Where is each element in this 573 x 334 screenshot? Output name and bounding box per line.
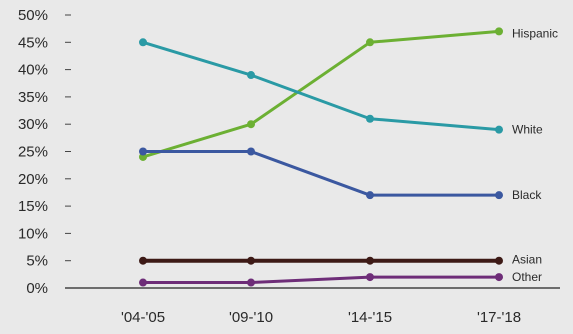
data-point-other (247, 279, 255, 287)
y-tick-label: 50% (18, 7, 48, 24)
data-point-white (247, 71, 255, 79)
series-label-hispanic: Hispanic (512, 26, 558, 40)
x-tick-label: '04-'05 (121, 309, 165, 326)
x-tick-label: '14-'15 (348, 309, 392, 326)
series-label-other: Other (512, 270, 542, 284)
y-tick-label: 20% (18, 171, 48, 188)
data-point-black (139, 148, 147, 156)
y-tick-label: 35% (18, 89, 48, 106)
data-point-white (139, 38, 147, 46)
data-point-hispanic (366, 38, 374, 46)
series-label-asian: Asian (512, 253, 542, 267)
y-tick-label: 15% (18, 198, 48, 215)
data-point-asian (247, 257, 255, 265)
series-label-white: White (512, 123, 543, 137)
data-point-black (247, 148, 255, 156)
data-point-white (495, 126, 503, 134)
data-point-black (495, 191, 503, 199)
data-point-white (366, 115, 374, 123)
series-label-black: Black (512, 188, 542, 202)
data-point-hispanic (247, 120, 255, 128)
data-point-black (366, 191, 374, 199)
data-point-asian (495, 257, 503, 265)
y-tick-label: 25% (18, 144, 48, 161)
data-point-asian (366, 257, 374, 265)
y-tick-label: 0% (26, 280, 48, 297)
y-tick-label: 5% (26, 253, 48, 270)
data-point-other (139, 279, 147, 287)
x-tick-label: '09-'10 (229, 309, 273, 326)
y-tick-label: 30% (18, 116, 48, 133)
y-tick-label: 10% (18, 225, 48, 242)
data-point-other (366, 273, 374, 281)
data-point-hispanic (495, 27, 503, 35)
data-point-other (495, 273, 503, 281)
x-tick-label: '17-'18 (477, 309, 521, 326)
y-tick-label: 40% (18, 62, 48, 79)
data-point-asian (139, 257, 147, 265)
y-tick-label: 45% (18, 34, 48, 51)
